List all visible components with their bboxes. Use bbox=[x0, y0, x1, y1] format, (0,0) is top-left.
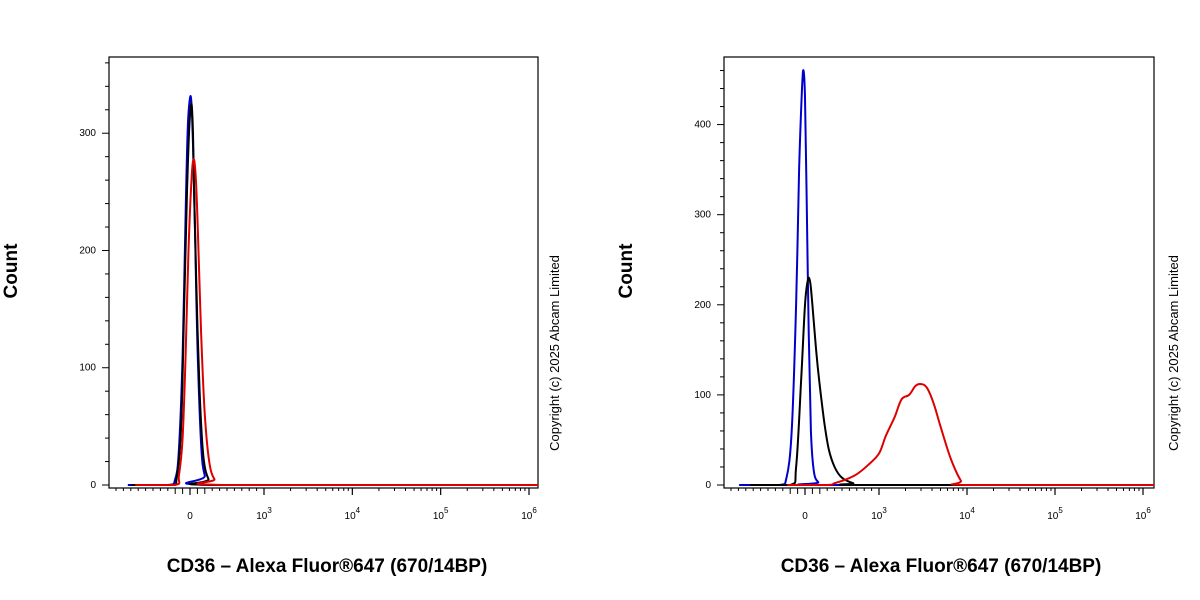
histogram-series-line bbox=[739, 69, 1154, 487]
x-tick-label-base: 10 bbox=[521, 511, 533, 522]
copyright-text: Copyright (c) 2025 Abcam Limited bbox=[547, 255, 562, 451]
x-tick-label: 105 bbox=[433, 506, 449, 522]
x-tick-label: 103 bbox=[256, 506, 272, 522]
y-tick-label: 200 bbox=[79, 245, 96, 256]
y-tick-label: 100 bbox=[694, 390, 711, 401]
x-tick-label-exponent: 5 bbox=[1058, 506, 1063, 515]
x-tick-label-exponent: 4 bbox=[356, 506, 361, 515]
x-tick-label-exponent: 3 bbox=[882, 506, 887, 515]
x-tick-label: 103 bbox=[871, 506, 887, 522]
y-tick-label: 200 bbox=[694, 300, 711, 311]
x-axis-title: CD36 – Alexa Fluor®647 (670/14BP) bbox=[167, 556, 488, 577]
y-tick-label: 300 bbox=[79, 128, 96, 139]
x-tick-label-exponent: 6 bbox=[1146, 506, 1151, 515]
y-tick-label: 0 bbox=[705, 480, 711, 491]
y-tick-label: 400 bbox=[694, 120, 711, 131]
x-tick-label: 0 bbox=[802, 511, 808, 522]
y-tick-label: 100 bbox=[79, 363, 96, 374]
x-tick-label-exponent: 6 bbox=[532, 506, 537, 515]
x-tick-label-base: 10 bbox=[1047, 511, 1059, 522]
y-tick-label: 300 bbox=[694, 210, 711, 221]
x-tick-label: 104 bbox=[959, 506, 975, 522]
x-tick-label-base: 10 bbox=[345, 511, 357, 522]
histogram-series-line bbox=[787, 383, 1154, 487]
plot-frame bbox=[108, 56, 539, 489]
copyright-text: Copyright (c) 2025 Abcam Limited bbox=[1166, 255, 1181, 451]
plot-frame bbox=[723, 56, 1155, 489]
x-tick-label-base: 0 bbox=[802, 511, 808, 522]
x-tick-label: 104 bbox=[345, 506, 361, 522]
x-tick-label-base: 10 bbox=[959, 511, 971, 522]
y-tick-label: 0 bbox=[90, 480, 96, 491]
y-axis-title: Count bbox=[616, 243, 637, 299]
histogram-series-line bbox=[135, 158, 538, 487]
x-tick-label-base: 0 bbox=[187, 511, 193, 522]
x-axis-title: CD36 – Alexa Fluor®647 (670/14BP) bbox=[781, 556, 1102, 577]
x-tick-label: 106 bbox=[1135, 506, 1151, 522]
x-tick-label: 105 bbox=[1047, 506, 1063, 522]
x-tick-label-base: 10 bbox=[1135, 511, 1147, 522]
x-tick-label-base: 10 bbox=[256, 511, 268, 522]
y-axis-title: Count bbox=[1, 243, 22, 299]
x-tick-label: 106 bbox=[521, 506, 537, 522]
histogram-series-line bbox=[750, 276, 1154, 487]
x-tick-label-exponent: 3 bbox=[267, 506, 272, 515]
x-tick-label-base: 10 bbox=[871, 511, 883, 522]
x-tick-label: 0 bbox=[187, 511, 193, 522]
x-tick-label-base: 10 bbox=[433, 511, 445, 522]
x-tick-label-exponent: 5 bbox=[444, 506, 449, 515]
histogram-series-line bbox=[127, 95, 538, 487]
x-tick-label-exponent: 4 bbox=[970, 506, 975, 515]
